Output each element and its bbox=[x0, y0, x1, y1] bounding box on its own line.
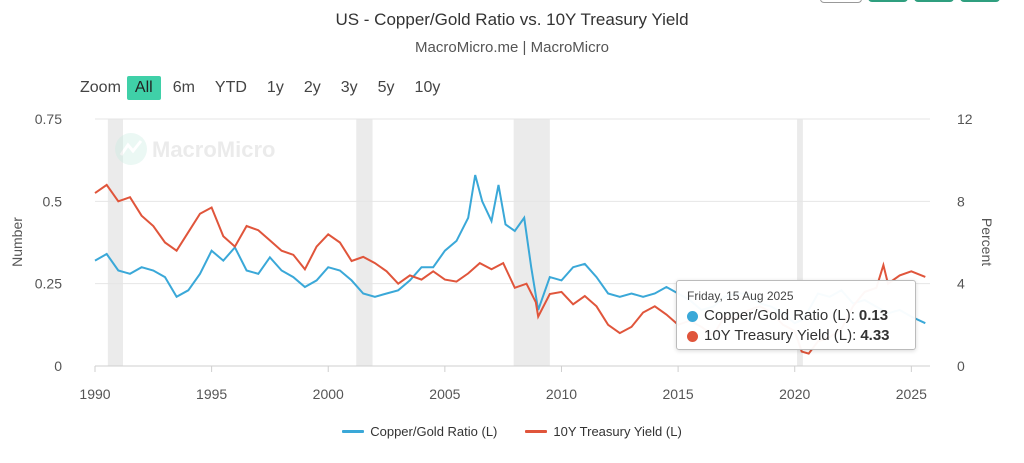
left-axis-title: Number bbox=[9, 217, 25, 267]
x-tick-label: 2000 bbox=[313, 386, 344, 402]
x-tick-label: 2005 bbox=[429, 386, 460, 402]
zoom-bar: Zoom All 6m YTD 1y 2y 3y 5y 10y bbox=[80, 76, 452, 100]
right-axis-title: Percent bbox=[979, 218, 995, 266]
chart-legend: Copper/Gold Ratio (L) 10Y Treasury Yield… bbox=[0, 424, 1024, 439]
recession-band-2 bbox=[513, 119, 550, 366]
chart-subtitle: MacroMicro.me | MacroMicro bbox=[415, 39, 609, 56]
zoom-2y-button[interactable]: 2y bbox=[303, 79, 321, 96]
watermark-logo-icon bbox=[115, 133, 147, 165]
zoom-1y-button[interactable]: 1y bbox=[266, 79, 284, 96]
recession-band-1 bbox=[356, 119, 373, 366]
tooltip-row-copper-gold: Copper/Gold Ratio (L): 0.13 bbox=[687, 306, 905, 326]
recession-band-0 bbox=[107, 119, 123, 366]
x-tick-label: 2010 bbox=[546, 386, 577, 402]
right-tick-label: 0 bbox=[957, 358, 965, 374]
legend-label: 10Y Treasury Yield (L) bbox=[553, 424, 682, 439]
zoom-10y-button[interactable]: 10y bbox=[414, 79, 441, 96]
left-tick-label: 0 bbox=[54, 358, 62, 374]
watermark-text: MacroMicro bbox=[152, 137, 275, 162]
left-tick-label: 0.5 bbox=[43, 193, 63, 209]
zoom-ytd-button[interactable]: YTD bbox=[214, 79, 247, 96]
zoom-6m-button[interactable]: 6m bbox=[172, 79, 195, 96]
x-tick-label: 2025 bbox=[896, 386, 927, 402]
zoom-5y-button[interactable]: 5y bbox=[377, 79, 395, 96]
tooltip-dot-icon bbox=[687, 310, 698, 322]
left-tick-label: 0.25 bbox=[35, 276, 62, 292]
right-tick-label: 12 bbox=[957, 111, 973, 127]
right-tick-label: 8 bbox=[957, 193, 965, 209]
tooltip-label: Copper/Gold Ratio (L): bbox=[704, 307, 855, 324]
zoom-label: Zoom bbox=[80, 79, 121, 96]
legend-swatch bbox=[525, 430, 548, 433]
x-tick-label: 2015 bbox=[663, 386, 694, 402]
toolbar-button[interactable] bbox=[868, 0, 908, 2]
legend-item-treasury[interactable]: 10Y Treasury Yield (L) bbox=[525, 424, 682, 439]
toolbar-button[interactable] bbox=[914, 0, 954, 2]
right-tick-label: 4 bbox=[957, 276, 965, 292]
x-tick-label: 1990 bbox=[79, 386, 110, 402]
tooltip-value: 4.33 bbox=[860, 327, 890, 344]
legend-swatch bbox=[342, 430, 365, 433]
watermark: MacroMicro bbox=[115, 133, 275, 165]
zoom-all-button[interactable]: All bbox=[126, 76, 161, 100]
left-tick-label: 0.75 bbox=[35, 111, 62, 127]
chart-title: US - Copper/Gold Ratio vs. 10Y Treasury … bbox=[335, 10, 689, 29]
top-toolbar bbox=[820, 0, 1000, 3]
recession-band-3 bbox=[797, 119, 803, 366]
tooltip-date: Friday, 15 Aug 2025 bbox=[687, 289, 794, 303]
legend-item-copper-gold[interactable]: Copper/Gold Ratio (L) bbox=[342, 424, 497, 439]
tooltip-value: 0.13 bbox=[858, 307, 889, 324]
legend-label: Copper/Gold Ratio (L) bbox=[370, 424, 498, 439]
tooltip-dot-icon bbox=[687, 330, 698, 342]
x-tick-label: 2020 bbox=[779, 386, 810, 402]
chart-tooltip: Friday, 15 Aug 2025 Copper/Gold Ratio (L… bbox=[676, 280, 916, 350]
zoom-3y-button[interactable]: 3y bbox=[340, 79, 358, 96]
toolbar-button[interactable] bbox=[960, 0, 1000, 2]
x-tick-label: 1995 bbox=[196, 386, 227, 402]
tooltip-row-treasury: 10Y Treasury Yield (L): 4.33 bbox=[687, 326, 905, 346]
tooltip-label: 10Y Treasury Yield (L): bbox=[704, 327, 857, 344]
